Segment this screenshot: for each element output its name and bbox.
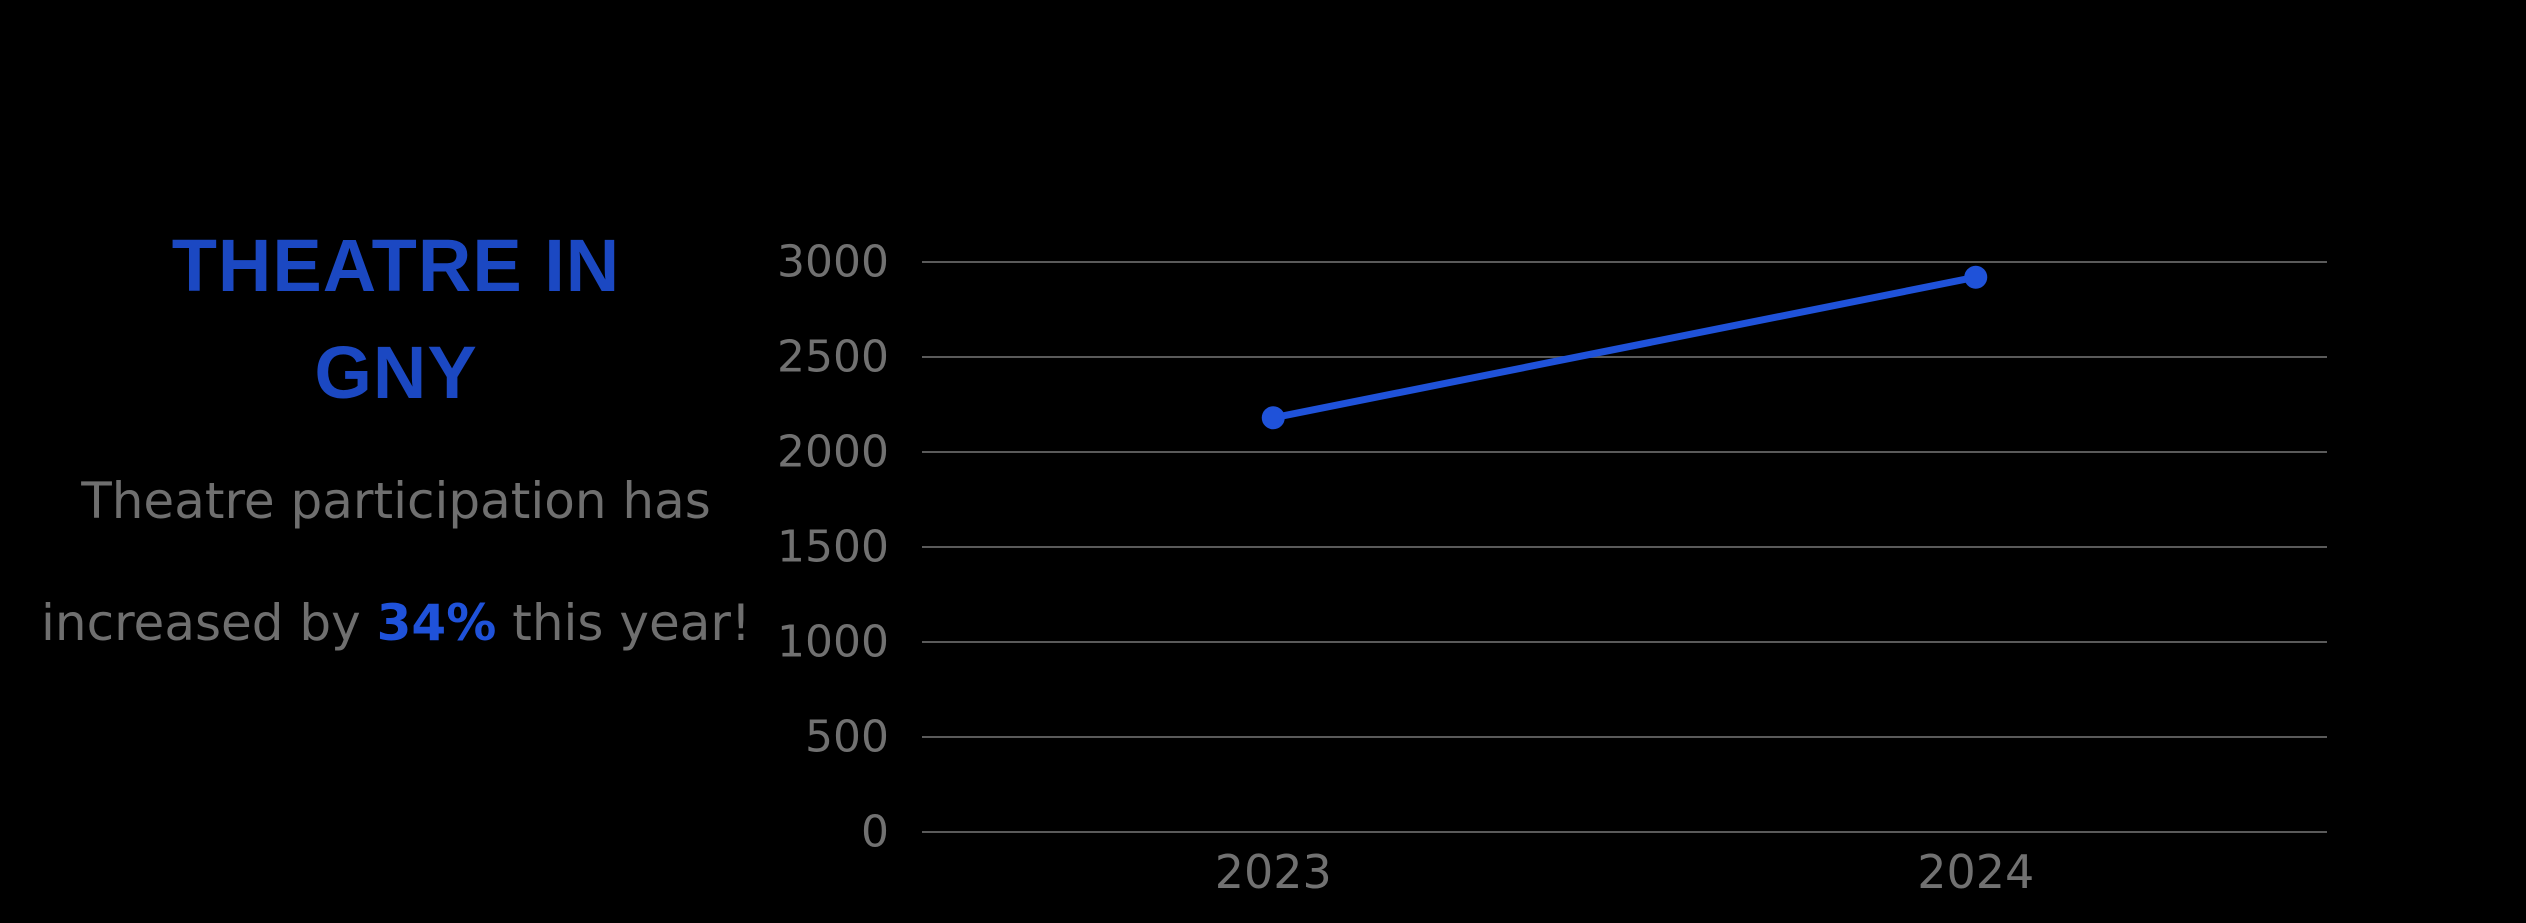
x-tick-label: 2023 [1215,845,1332,899]
subtitle-highlight-percentage: 34% [376,594,497,652]
text-panel: THEATRE IN GNY Theatre participation has… [36,212,756,684]
chart-subtitle: Theatre participation has increased by 3… [36,440,756,684]
y-tick-label: 3000 [777,237,889,288]
y-tick-label: 1500 [777,522,889,573]
subtitle-line-2-suffix: this year! [496,594,751,652]
subtitle-line-1: Theatre participation has [81,472,711,530]
chart-title: THEATRE IN GNY [36,212,756,426]
title-line-1: THEATRE IN [171,224,621,307]
y-tick-label: 2500 [777,332,889,383]
data-line [1269,273,1980,422]
data-point [1964,265,1988,289]
subtitle-line-2-prefix: increased by [41,594,377,652]
y-tick-label: 1000 [777,617,889,668]
title-line-2: GNY [314,331,478,414]
y-tick-label: 2000 [777,427,889,478]
y-tick-label: 0 [861,807,889,858]
x-tick-label: 2024 [1917,845,2034,899]
data-point [1261,406,1285,430]
y-tick-label: 500 [805,712,889,763]
